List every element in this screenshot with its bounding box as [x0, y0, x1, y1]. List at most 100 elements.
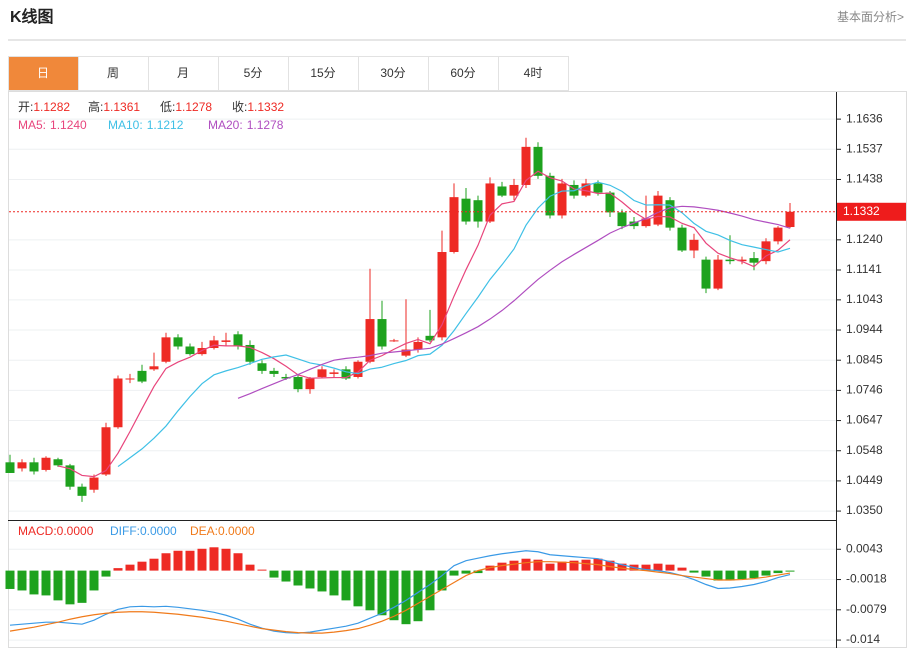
- chart-frame: [8, 91, 907, 648]
- macd-bar: [53, 570, 63, 601]
- macd-bar: [101, 570, 111, 577]
- tab[interactable]: [358, 56, 429, 91]
- candle-body: [221, 340, 231, 342]
- macd-bar: [401, 570, 411, 625]
- macd-bar: [245, 564, 255, 571]
- candle-body: [737, 259, 747, 262]
- tab-label[interactable]: 5分: [244, 66, 263, 80]
- macd-bar: [293, 570, 303, 586]
- legend-name: DEA:: [190, 524, 218, 538]
- indicator-line: [117, 181, 791, 468]
- macd-bar: [461, 570, 471, 574]
- tab-label[interactable]: 30分: [380, 66, 405, 80]
- legend-entry: MA10: 1.1212: [108, 118, 184, 132]
- indicator-line: [9, 561, 791, 634]
- macd-bar: [29, 570, 39, 595]
- y-tick-label: 1.1240: [846, 232, 883, 246]
- candle-body: [41, 457, 51, 470]
- indicator-line: [9, 550, 791, 634]
- candle-body: [761, 241, 771, 262]
- macd-bar: [389, 570, 399, 621]
- macd-bar: [173, 550, 183, 571]
- macd-bar: [125, 564, 135, 571]
- macd-bar: [473, 570, 483, 574]
- macd-bar: [221, 548, 231, 571]
- macd-bar: [305, 570, 315, 589]
- legend-value: 1.1212: [147, 118, 184, 132]
- tab-label[interactable]: 周: [107, 66, 119, 80]
- macd-bar: [677, 567, 687, 571]
- candle-body: [713, 259, 723, 289]
- y-tick-label: -0.0018: [846, 572, 887, 586]
- candle-body: [701, 259, 711, 289]
- macd-bar: [209, 547, 219, 571]
- candle-body: [233, 334, 243, 347]
- candle-body: [725, 259, 735, 262]
- candle-body: [269, 370, 279, 374]
- legend-entry: DEA:0.0000: [190, 524, 255, 538]
- candle-body: [593, 183, 603, 193]
- macd-bar: [533, 559, 543, 571]
- y-tick-label: 0.0043: [846, 541, 883, 555]
- candle-body: [449, 197, 459, 253]
- macd-bar: [17, 570, 27, 591]
- tab-label[interactable]: 日: [37, 66, 49, 80]
- candle-body: [5, 462, 15, 473]
- macd-bar: [161, 553, 171, 571]
- legend-value: 0.0000: [140, 524, 177, 538]
- tab[interactable]: [218, 56, 289, 91]
- info-label: 收:: [232, 100, 247, 114]
- candle-body: [173, 337, 183, 347]
- macd-bar: [377, 570, 387, 616]
- candle-body: [677, 227, 687, 251]
- candle-body: [401, 349, 411, 356]
- tab[interactable]: [8, 56, 79, 91]
- macd-bar: [509, 560, 519, 571]
- candle-body: [461, 198, 471, 222]
- tab[interactable]: [78, 56, 149, 91]
- tab[interactable]: [428, 56, 499, 91]
- candle-body: [533, 146, 543, 176]
- tab-label[interactable]: 月: [177, 66, 189, 80]
- candle-body: [149, 366, 159, 370]
- tab-label[interactable]: 60分: [450, 66, 475, 80]
- candle-body: [257, 363, 267, 371]
- tab-label[interactable]: 15分: [310, 66, 335, 80]
- macd-bar: [569, 560, 579, 571]
- y-tick-label: 1.0548: [846, 443, 883, 457]
- tab[interactable]: [498, 56, 569, 91]
- legend-value: 1.1278: [247, 118, 284, 132]
- macd-bar: [449, 570, 459, 576]
- candle-body: [185, 346, 195, 355]
- candle-body: [137, 370, 147, 382]
- macd-bar: [581, 559, 591, 571]
- macd-bar: [689, 570, 699, 573]
- y-tick-label: 1.0449: [846, 473, 883, 487]
- macd-bar: [701, 570, 711, 577]
- fundamental-link[interactable]: 基本面分析>: [837, 10, 904, 24]
- y-tick-label: 1.1043: [846, 292, 883, 306]
- candle-body: [485, 183, 495, 222]
- macd-bar: [77, 570, 87, 603]
- candle-body: [785, 211, 795, 228]
- macd-bar: [89, 570, 99, 591]
- candle-body: [665, 200, 675, 228]
- tab[interactable]: [288, 56, 359, 91]
- candle-body: [365, 319, 375, 362]
- ohlc-info: 收:1.1332: [232, 100, 284, 114]
- legend-entry: MACD:0.0000: [18, 524, 94, 538]
- candle-body: [377, 319, 387, 347]
- y-tick-label: 1.1141: [846, 262, 882, 276]
- macd-bar: [773, 570, 783, 574]
- legend-name: DIFF:: [110, 524, 140, 538]
- macd-bar: [521, 558, 531, 571]
- tab-label[interactable]: 4时: [524, 66, 543, 80]
- macd-bar: [617, 563, 627, 571]
- macd-bar: [281, 570, 291, 582]
- macd-bar: [545, 563, 555, 571]
- ohlc-info: 高:1.1361: [88, 99, 140, 114]
- indicator-line: [237, 205, 791, 399]
- current-price-tag: [837, 202, 906, 221]
- legend-entry: MA5: 1.1240: [18, 118, 87, 132]
